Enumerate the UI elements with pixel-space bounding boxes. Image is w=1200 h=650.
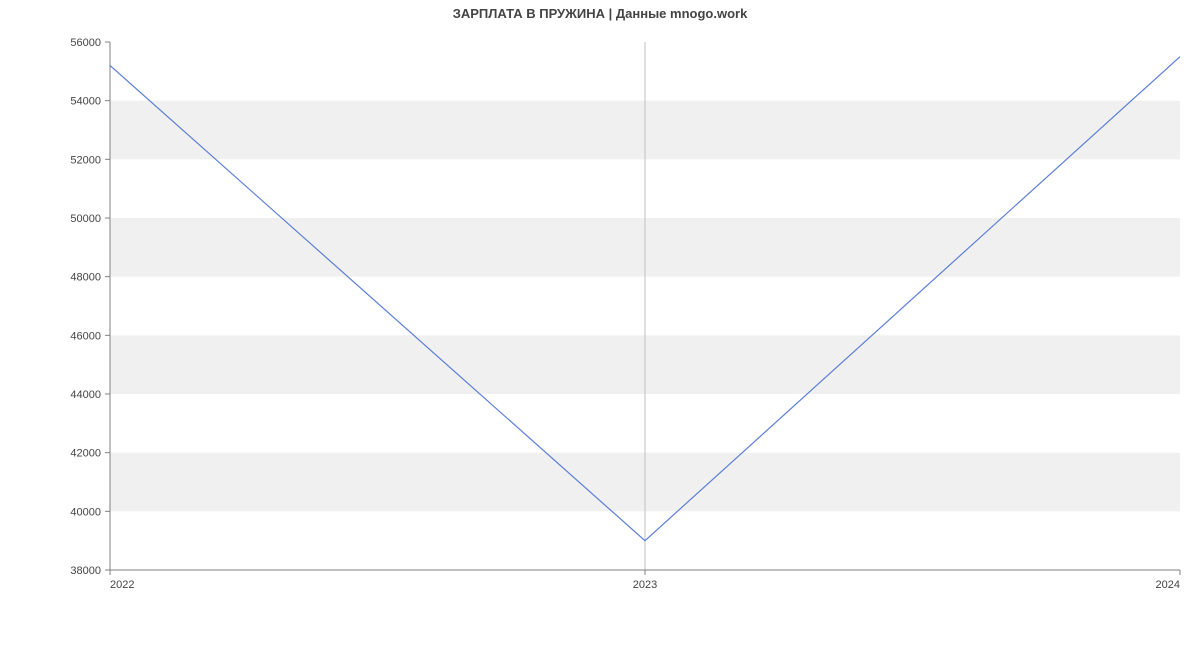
svg-text:56000: 56000 <box>70 37 101 49</box>
chart-svg: 38000 40000 42000 44000 46000 48000 50000 52000… <box>0 0 1200 650</box>
svg-text:54000: 54000 <box>70 96 101 108</box>
svg-text:2023: 2023 <box>633 579 657 591</box>
salary-line-chart: ЗАРПЛАТА В ПРУЖИНА | Данные mnogo.work 3… <box>0 0 1200 650</box>
svg-text:40000: 40000 <box>70 506 101 518</box>
svg-text:46000: 46000 <box>70 330 101 342</box>
svg-text:42000: 42000 <box>70 448 101 460</box>
svg-text:38000: 38000 <box>70 565 101 577</box>
svg-text:50000: 50000 <box>70 213 101 225</box>
chart-title: ЗАРПЛАТА В ПРУЖИНА | Данные mnogo.work <box>0 6 1200 21</box>
svg-text:52000: 52000 <box>70 154 101 166</box>
svg-text:48000: 48000 <box>70 272 101 284</box>
svg-text:2024: 2024 <box>1156 579 1180 591</box>
svg-text:44000: 44000 <box>70 389 101 401</box>
svg-text:2022: 2022 <box>110 579 134 591</box>
